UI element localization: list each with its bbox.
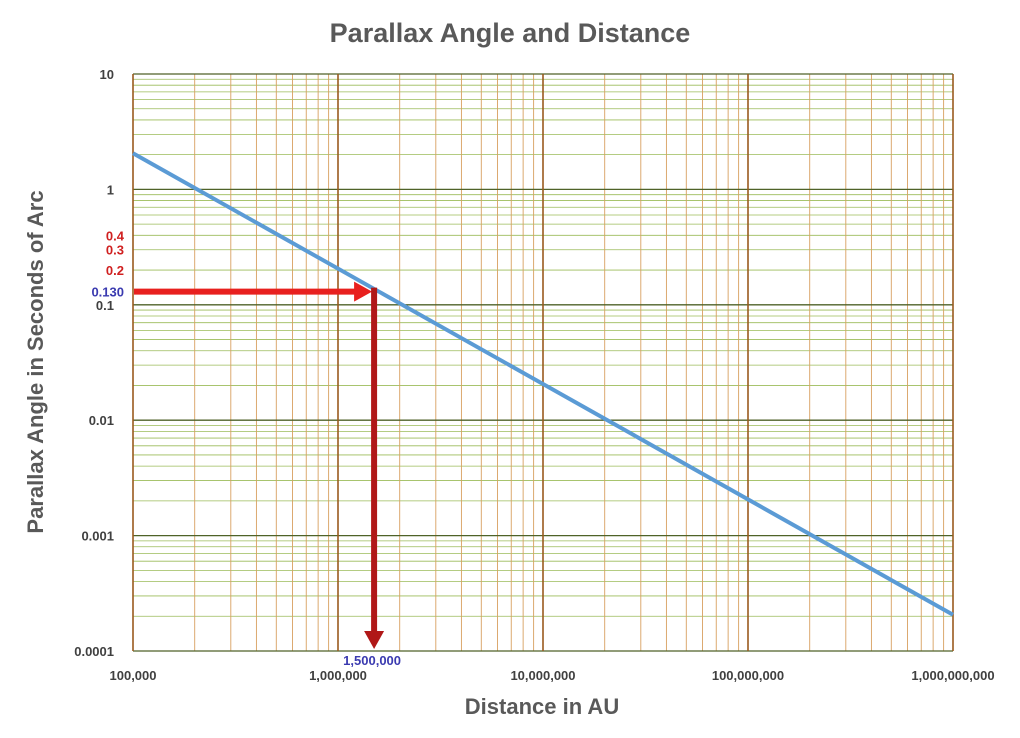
x-tick-label: 100,000 [110,668,157,683]
x-tick-label: 10,000,000 [510,668,575,683]
series-line [132,151,954,617]
y-tick-label: 1 [107,182,114,197]
chart-title: Parallax Angle and Distance [330,18,691,48]
y-tick-label: 0.0001 [74,644,114,659]
series [132,151,954,617]
x-tick-label: 1,000,000,000 [911,668,994,683]
arrow-horizontal-head [354,281,373,302]
marker-y-label: 0.130 [91,285,124,300]
arrow-vertical-head [364,631,385,649]
y-tick-label: 10 [100,67,114,82]
y-tick-label: 0.01 [89,413,114,428]
tick-labels: 100,000 1,000,000 10,000,000 100,000,000 1,0… [74,67,994,683]
x-tick-label: 1,000,000 [309,668,367,683]
y-tick-label: 0.001 [81,529,114,544]
y-tick-label: 0.1 [96,298,114,313]
y-axis-title: Parallax Angle in Seconds of Arc [23,190,48,533]
grid [132,73,954,652]
x-axis-title: Distance in AU [465,694,619,719]
marker-x-label: 1,500,000 [343,653,401,668]
annotations [134,281,385,649]
y-extra-label: 0.2 [106,263,124,278]
y-extra-label: 0.4 [106,228,125,243]
y-extra-label: 0.3 [106,243,124,258]
x-tick-label: 100,000,000 [712,668,784,683]
